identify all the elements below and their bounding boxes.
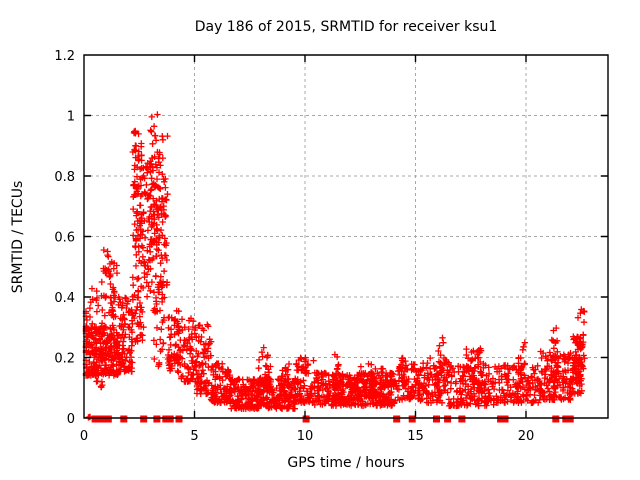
x-tick-label: 20 <box>518 429 535 444</box>
x-tick-label: 5 <box>190 429 198 444</box>
plot-frame <box>83 54 609 419</box>
y-tick-label: 0.8 <box>54 170 75 185</box>
gridlines <box>84 55 608 418</box>
y-tick-label: 0.2 <box>54 352 75 367</box>
y-tick-label: 0.6 <box>54 231 75 246</box>
x-tick-labels: 0 5 10 15 20 <box>80 429 534 444</box>
x-tick-label: 15 <box>407 429 424 444</box>
y-axis-label: SRMTID / TECUs <box>10 181 26 294</box>
x-axis-label: GPS time / hours <box>287 455 404 471</box>
y-tick-label: 0 <box>67 412 75 427</box>
y-tick-labels: 0 0.2 0.4 0.6 0.8 1 1.2 <box>54 49 75 427</box>
scatter-points <box>82 111 588 421</box>
y-tick-label: 1 <box>67 110 75 125</box>
x-tick-label: 0 <box>80 429 88 444</box>
y-tick-label: 1.2 <box>54 49 75 64</box>
y-tick-label: 0.4 <box>54 291 75 306</box>
x-tick-label: 10 <box>297 429 314 444</box>
chart-title: Day 186 of 2015, SRMTID for receiver ksu… <box>195 19 498 35</box>
